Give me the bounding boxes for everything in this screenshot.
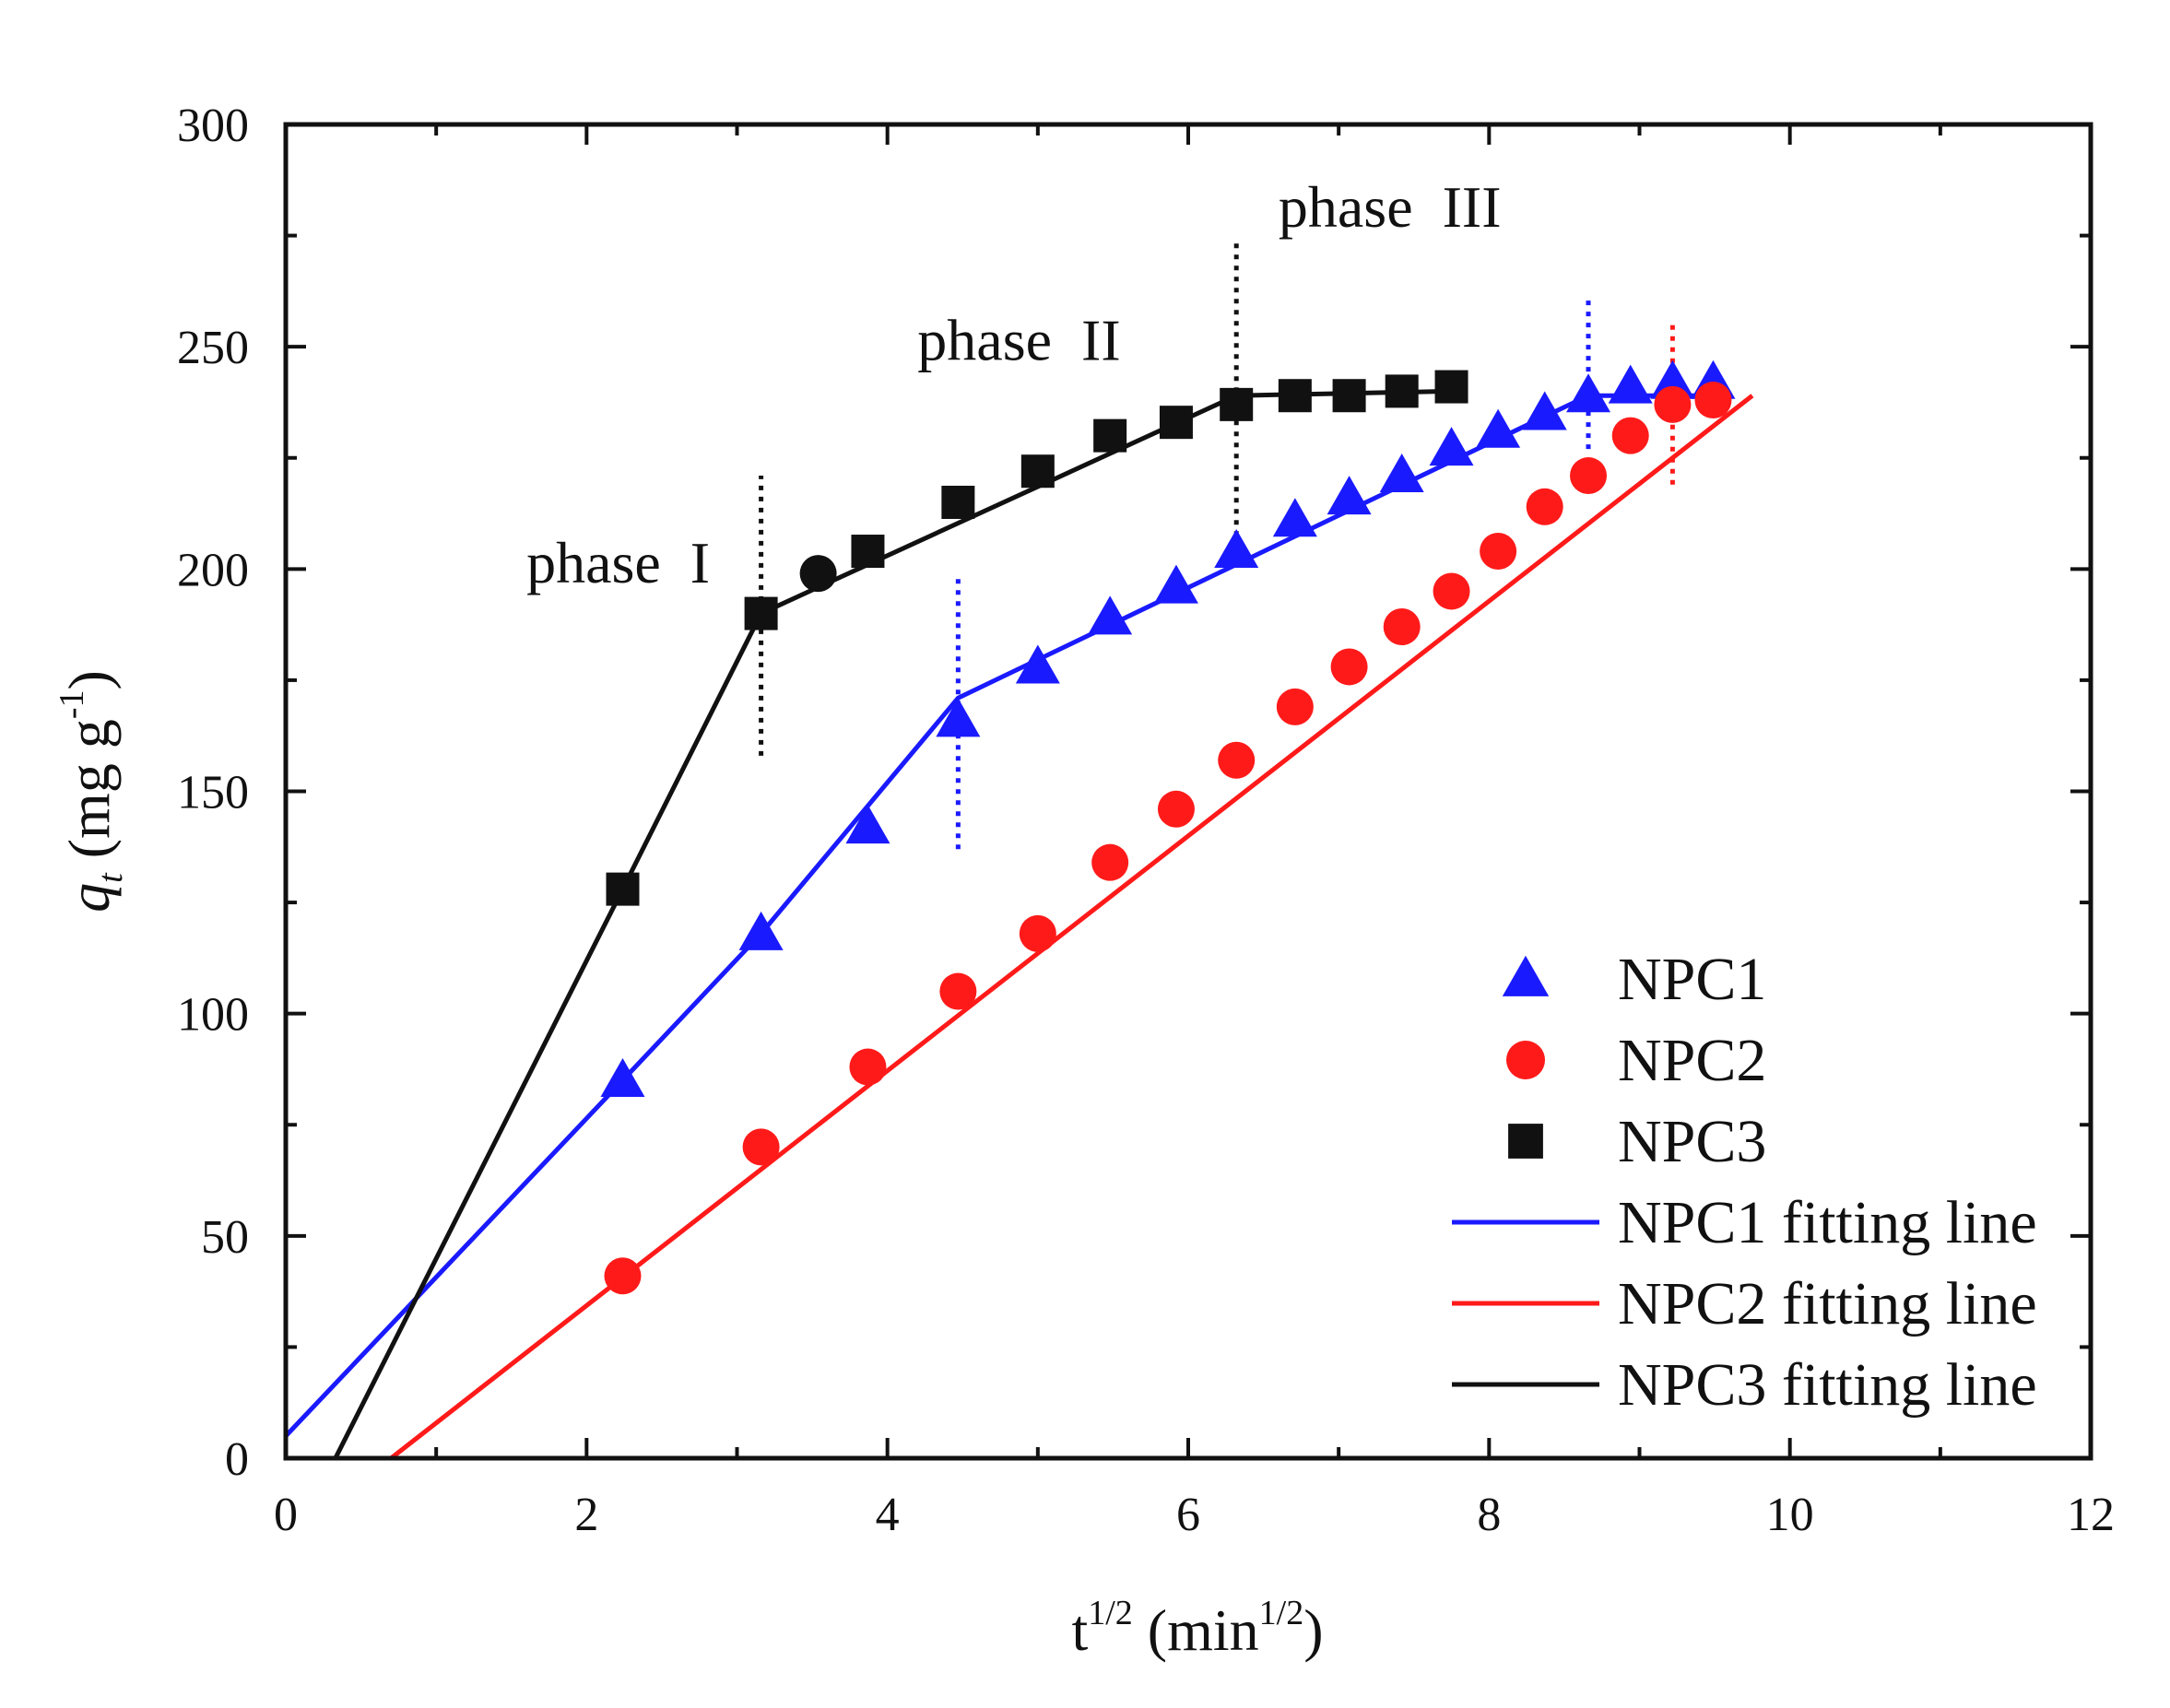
data-point-npc3 [1434, 370, 1468, 404]
fitting-line-npc1 [284, 393, 1714, 1438]
data-point-npc2 [1276, 688, 1314, 725]
data-point-npc2 [1654, 385, 1692, 423]
data-point-npc1 [845, 805, 890, 844]
data-point-npc2 [1218, 741, 1256, 779]
data-point-npc1 [1429, 427, 1474, 466]
data-points-layer [600, 359, 1736, 1295]
phase-label: phase III [1279, 174, 1502, 240]
data-point-npc2 [742, 1128, 780, 1166]
data-point-npc2 [849, 1048, 887, 1086]
x-tick-label: 2 [574, 1489, 598, 1541]
legend-marker-npc1 [1502, 955, 1550, 996]
x-tick-label: 12 [2067, 1489, 2115, 1541]
legend-label: NPC3 [1618, 1108, 1766, 1175]
data-point-npc1 [1650, 359, 1695, 399]
data-point-npc2 [604, 1257, 642, 1295]
x-tick-label: 4 [876, 1489, 900, 1541]
data-point-npc3 [744, 596, 778, 630]
y-tick-label: 250 [177, 322, 249, 374]
data-point-npc3 [799, 555, 837, 593]
data-point-npc3 [1093, 418, 1127, 453]
data-point-npc1 [1327, 476, 1372, 515]
legend-marker-npc2 [1506, 1041, 1545, 1079]
data-point-npc2 [939, 972, 977, 1010]
legend-label: NPC2 [1618, 1027, 1766, 1094]
data-point-npc1 [1379, 454, 1424, 493]
data-point-npc3 [1385, 374, 1419, 408]
data-point-npc2 [1570, 457, 1608, 495]
x-tick-label: 0 [274, 1489, 298, 1541]
axes-layer [283, 122, 2093, 1461]
data-point-npc1 [1608, 364, 1653, 404]
x-tick-label: 6 [1176, 1489, 1200, 1541]
legend-marker-npc3 [1508, 1124, 1543, 1159]
y-tick-label: 100 [177, 989, 249, 1042]
data-point-npc2 [1383, 608, 1421, 646]
data-point-npc3 [1020, 454, 1055, 489]
data-point-npc2 [1526, 488, 1563, 525]
y-tick-label: 300 [177, 100, 249, 152]
y-axis-title: qt (mg g-1) [53, 670, 130, 913]
legend-label: NPC3 fitting line [1618, 1351, 2037, 1419]
data-point-npc1 [738, 911, 784, 950]
phase-label: phase II [917, 308, 1120, 373]
legend-label: NPC1 fitting line [1618, 1189, 2037, 1256]
x-axis-title: t1/2 (min1/2) [1071, 1594, 1323, 1663]
text-layer: 0 2 4 6 8 10 12 0 50 100 150 200 250 300 t1/2 (min1/2)… [53, 100, 2115, 1663]
data-point-npc2 [1330, 648, 1368, 686]
y-tick-label: 0 [225, 1433, 249, 1486]
data-point-npc1 [1522, 391, 1567, 430]
data-point-npc1 [1015, 644, 1060, 684]
data-point-npc1 [1153, 564, 1198, 604]
data-point-npc1 [1272, 498, 1317, 537]
y-tick-label: 150 [177, 767, 249, 819]
data-point-npc3 [1332, 379, 1366, 413]
data-point-npc2 [1019, 914, 1056, 952]
legend-label: NPC2 fitting line [1618, 1270, 2037, 1337]
legend-label: NPC1 [1618, 946, 1766, 1013]
data-point-npc3 [1220, 387, 1254, 421]
data-point-npc2 [1611, 417, 1649, 454]
data-point-npc3 [851, 535, 885, 569]
x-tick-label: 8 [1477, 1489, 1501, 1541]
data-point-npc1 [1214, 529, 1259, 569]
y-tick-label: 50 [201, 1211, 249, 1264]
data-point-npc1 [1476, 408, 1521, 448]
data-point-npc2 [1480, 533, 1517, 571]
data-point-npc3 [1159, 406, 1193, 440]
phase-label: phase I [526, 530, 710, 595]
data-point-npc1 [600, 1058, 645, 1098]
legend: NPC1 NPC2 NPC3 NPC1 fitting line NPC2 fittin… [1452, 946, 2037, 1419]
data-point-npc2 [1091, 843, 1129, 881]
data-point-npc3 [941, 485, 975, 519]
data-point-npc1 [1566, 373, 1611, 413]
data-point-npc3 [606, 872, 640, 906]
data-point-npc2 [1694, 382, 1732, 419]
x-tick-label: 10 [1766, 1489, 1814, 1541]
data-point-npc1 [1088, 595, 1133, 635]
data-point-npc1 [936, 698, 981, 737]
data-point-npc2 [1157, 790, 1195, 828]
data-point-npc3 [1278, 379, 1312, 413]
data-point-npc2 [1433, 572, 1470, 610]
y-tick-label: 200 [177, 544, 249, 596]
